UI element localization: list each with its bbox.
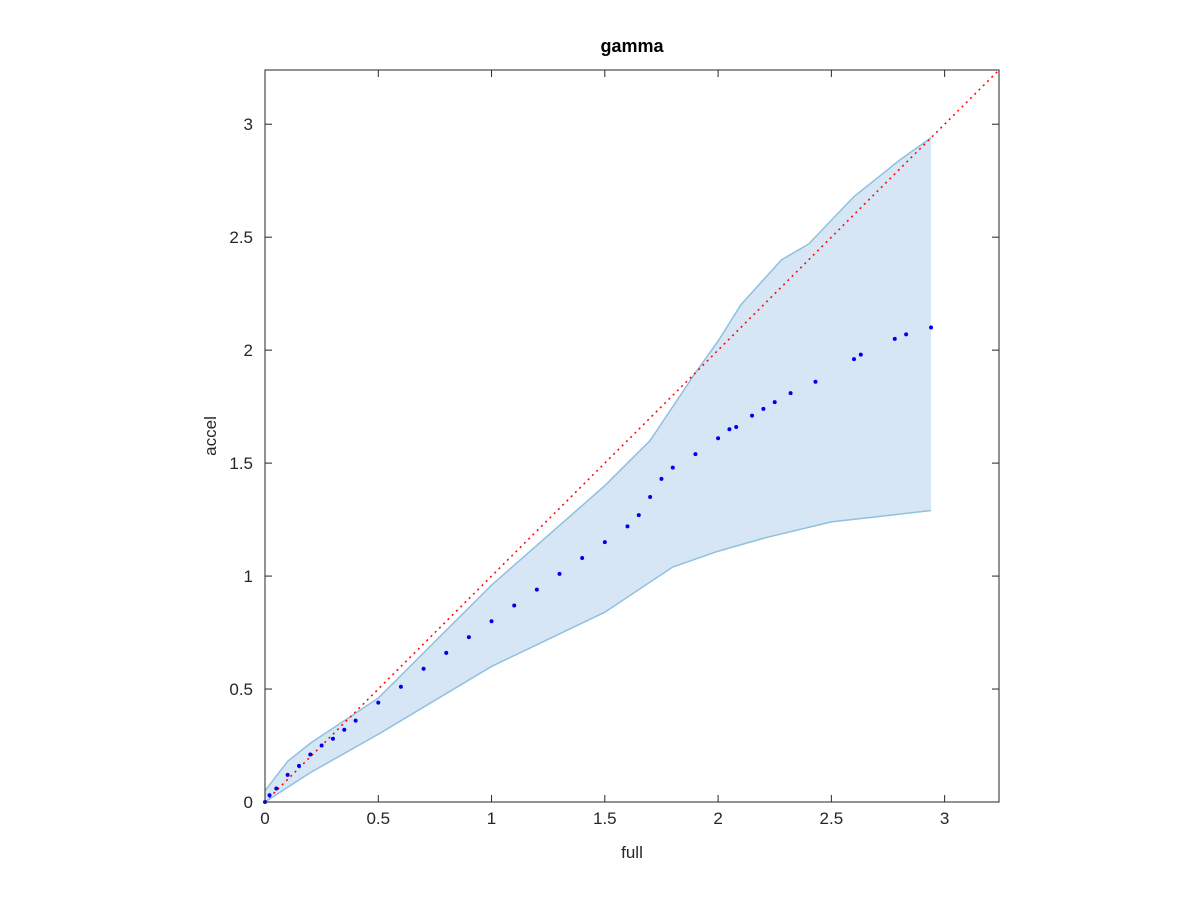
point	[398, 684, 403, 689]
x-tick-label: 0	[260, 809, 269, 828]
point	[716, 436, 721, 441]
y-tick-label: 1	[244, 567, 253, 586]
chart-title: gamma	[600, 36, 664, 56]
x-axis-label: full	[621, 843, 643, 862]
point	[580, 556, 585, 560]
band-edge	[264, 509, 932, 803]
band-fill	[265, 137, 932, 802]
point	[308, 752, 313, 757]
point	[342, 727, 347, 732]
point	[376, 700, 381, 705]
point	[892, 336, 897, 341]
y-tick-label: 2	[244, 341, 253, 360]
point	[557, 571, 562, 576]
point	[534, 587, 539, 592]
point	[636, 513, 641, 518]
point	[625, 524, 630, 529]
point	[421, 666, 426, 671]
x-tick-label: 3	[940, 809, 949, 828]
point	[267, 793, 272, 798]
point	[489, 619, 494, 624]
point	[648, 495, 653, 499]
point	[904, 332, 909, 337]
x-tick-label: 2	[713, 809, 722, 828]
point	[734, 424, 739, 429]
point	[353, 718, 358, 723]
point	[466, 635, 471, 640]
x-tick-label: 1.5	[593, 809, 617, 828]
x-tick-label: 2.5	[820, 809, 844, 828]
y-tick-label: 3	[244, 115, 253, 134]
x-tick-label: 1	[487, 809, 496, 828]
point	[670, 465, 675, 470]
point	[512, 603, 517, 608]
point	[602, 540, 607, 545]
point	[813, 379, 818, 384]
point	[285, 772, 290, 777]
point	[693, 452, 698, 457]
y-tick-label: 2.5	[229, 228, 253, 247]
point	[772, 400, 777, 405]
point	[330, 736, 335, 741]
band-edge	[264, 137, 932, 792]
point	[858, 352, 863, 357]
point	[274, 786, 279, 791]
axes-box	[264, 69, 1000, 803]
point	[929, 325, 934, 330]
y-axis-label: accel	[201, 416, 220, 456]
point	[852, 357, 857, 362]
x-tick-label: 0.5	[366, 809, 390, 828]
point	[761, 406, 766, 411]
point	[750, 413, 755, 418]
point	[659, 476, 664, 481]
y-tick-label: 1.5	[229, 454, 253, 473]
y-tick-label: 0	[244, 793, 253, 812]
point	[319, 743, 324, 748]
y-tick-label: 0.5	[229, 680, 253, 699]
point	[444, 650, 449, 655]
point	[727, 427, 732, 432]
point	[788, 391, 793, 396]
point	[296, 763, 301, 768]
